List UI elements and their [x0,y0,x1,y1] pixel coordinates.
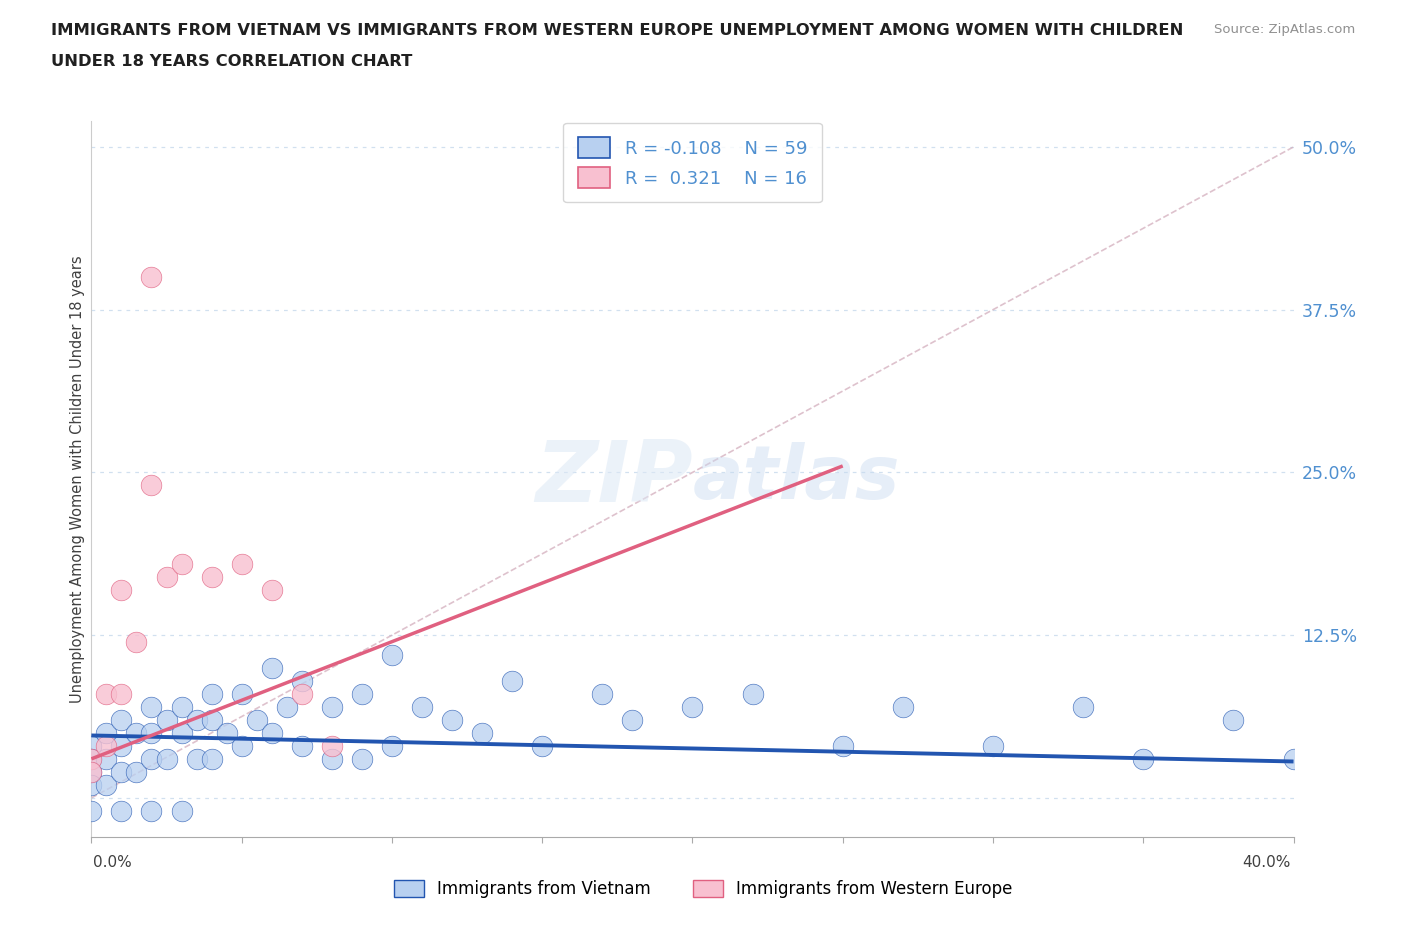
Point [141,478,163,493]
Point [1071,699,1094,714]
Point [981,738,1004,753]
Point [321,699,343,714]
Point [141,751,163,766]
Text: UNDER 18 YEARS CORRELATION CHART: UNDER 18 YEARS CORRELATION CHART [51,54,412,69]
Point [186,712,208,727]
Point [155,712,177,727]
Point [1132,751,1154,766]
Point [291,673,314,688]
Point [110,712,132,727]
Point [80,751,103,766]
Point [681,699,703,714]
Point [831,738,853,753]
Point [741,686,763,701]
Point [201,751,224,766]
Point [321,751,343,766]
Point [440,712,463,727]
Point [141,725,163,740]
Point [155,569,177,584]
Point [501,673,523,688]
Point [170,725,193,740]
Point [110,738,132,753]
Point [621,712,644,727]
Point [170,699,193,714]
Point [291,686,314,701]
Point [291,738,314,753]
Point [141,804,163,818]
Point [96,738,118,753]
Point [110,764,132,779]
Point [96,751,118,766]
Point [155,751,177,766]
Point [201,569,224,584]
Point [531,738,554,753]
Point [125,764,148,779]
Point [260,660,283,675]
Point [201,712,224,727]
Text: Source: ZipAtlas.com: Source: ZipAtlas.com [1215,23,1355,36]
Point [321,738,343,753]
Point [350,686,373,701]
Point [80,738,103,753]
Point [381,647,404,662]
Point [110,804,132,818]
Point [260,725,283,740]
Y-axis label: Unemployment Among Women with Children Under 18 years: Unemployment Among Women with Children U… [70,255,84,703]
Point [411,699,433,714]
Point [80,764,103,779]
Text: atlas: atlas [692,443,900,515]
Point [170,804,193,818]
Point [141,270,163,285]
Point [110,582,132,597]
Point [276,699,298,714]
Point [260,582,283,597]
Text: IMMIGRANTS FROM VIETNAM VS IMMIGRANTS FROM WESTERN EUROPE UNEMPLOYMENT AMONG WOM: IMMIGRANTS FROM VIETNAM VS IMMIGRANTS FR… [51,23,1182,38]
Point [80,777,103,792]
Legend: Immigrants from Vietnam, Immigrants from Western Europe: Immigrants from Vietnam, Immigrants from… [387,873,1019,905]
Text: 0.0%: 0.0% [93,855,132,870]
Point [80,804,103,818]
Point [96,686,118,701]
Point [96,725,118,740]
Point [231,556,253,571]
Point [891,699,914,714]
Point [215,725,238,740]
Point [80,751,103,766]
Point [125,634,148,649]
Point [1222,712,1244,727]
Point [125,725,148,740]
Point [110,686,132,701]
Point [231,686,253,701]
Point [96,777,118,792]
Point [141,699,163,714]
Point [1282,751,1305,766]
Point [231,738,253,753]
Point [591,686,613,701]
Point [471,725,494,740]
Point [201,686,224,701]
Point [186,751,208,766]
Legend: R = -0.108    N = 59, R =  0.321    N = 16: R = -0.108 N = 59, R = 0.321 N = 16 [564,123,821,203]
Point [170,556,193,571]
Point [381,738,404,753]
Text: 40.0%: 40.0% [1243,855,1291,870]
Point [80,764,103,779]
Point [246,712,269,727]
Text: ZIP: ZIP [534,437,692,521]
Point [350,751,373,766]
